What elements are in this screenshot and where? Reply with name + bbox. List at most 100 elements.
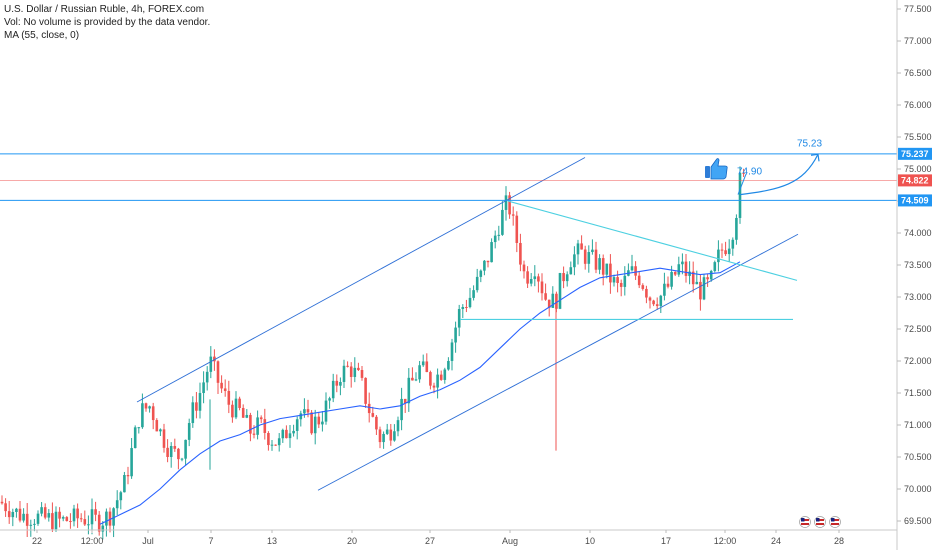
candle-body [40,507,43,514]
flag-canton [831,518,835,522]
candle-body [511,214,515,216]
candle-body [375,416,378,430]
candle-body [187,423,191,440]
candle-body [148,406,151,409]
candle-body [659,295,663,307]
y-tick-label: 70.000 [904,484,932,494]
candle-body [115,500,119,509]
candle-body [540,281,544,294]
candle-body [299,413,303,420]
candle-body [598,258,601,270]
candle-body [479,270,483,277]
candle-body [735,217,738,240]
candle-body [497,234,501,236]
projection-arrow [739,154,819,196]
candle-body [695,281,699,285]
candle-body [551,293,555,308]
chart-legend: U.S. Dollar / Russian Ruble, 4h, FOREX.c… [4,3,210,42]
candle-body [403,398,407,404]
ma-legend[interactable]: MA (55, close, 0) [4,30,80,41]
candle-body [112,508,115,526]
x-tick-label: 12:00 [714,536,737,546]
y-tick-label: 69.500 [904,516,932,526]
candle-body [288,433,292,439]
candle-body [79,518,83,520]
candle-body [439,374,443,380]
candle-body [198,393,202,411]
symbol-title[interactable]: U.S. Dollar / Russian Ruble, 4h, FOREX.c… [4,4,205,15]
candle-body [119,492,123,501]
candle-body [483,260,486,271]
candle-body [159,429,162,432]
candle-body [702,277,706,300]
candle-body [36,513,40,524]
candle-body [569,267,573,275]
candle-body [447,360,450,370]
candle-body [382,433,385,443]
price-axis[interactable]: 69.500 70.000 70.500 71.000 71.500 72.000 72.5… [896,0,932,550]
candle-body [591,249,594,253]
candle-body [306,409,310,413]
candle-body [169,446,173,458]
candle-body [673,271,677,275]
candle-body [270,444,274,446]
candle-body [522,264,526,272]
candle-body [360,370,364,378]
candle-body [418,365,421,380]
candle-body [205,371,209,383]
candle-body [580,243,583,250]
time-axis[interactable]: 22 12:00 Jul 7 13 20 27 Aug 10 17 12:00 24 28 [0,529,897,546]
candle-body [475,276,479,291]
candle-body [22,513,25,521]
candle-body [285,429,288,439]
candle-body [69,521,72,523]
candle-body [72,508,76,522]
candle-body [519,242,522,265]
price-tag [898,194,932,207]
drawings: 74.90 75.23 [0,138,897,525]
x-tick-label: 22 [32,536,42,546]
candle-body [486,260,490,263]
candle-body [267,433,270,446]
candle-body [259,417,263,420]
candle-body [641,285,645,289]
candle-body [421,361,425,366]
candle-body [465,307,468,309]
candle-body [526,271,529,284]
candle-body [61,517,65,519]
y-tick-label: 72.000 [904,356,932,366]
candle-body [436,374,439,388]
candle-body [15,508,18,512]
candle-body [443,369,447,380]
candle-body [547,299,551,308]
candle-body [655,304,659,307]
x-tick-label: 17 [661,536,671,546]
candle-body [454,327,457,343]
triangle-upper-line [507,200,798,281]
candle-body [331,380,335,399]
candle-body [313,416,317,434]
candle-body [353,367,357,377]
event-flags[interactable] [799,516,841,528]
candle-body [634,266,637,276]
candle-body [663,283,666,296]
candle-body [141,403,144,428]
candle-body [731,239,735,249]
candle-body [54,511,58,530]
annotation-label: 75.23 [797,138,822,149]
annotation-label: 74.90 [737,166,762,177]
flag-stripe [816,523,824,525]
candle-body [432,385,436,388]
candle-body [688,271,691,276]
candle-body [130,448,133,477]
candle-body [137,427,141,429]
candle-body [4,503,7,512]
candle-body [213,356,216,362]
candle-body [385,429,389,434]
candle-body [738,172,742,218]
candle-body [263,419,267,434]
candle-body [371,413,375,417]
candle-body [544,293,547,300]
candle-body [389,429,393,441]
